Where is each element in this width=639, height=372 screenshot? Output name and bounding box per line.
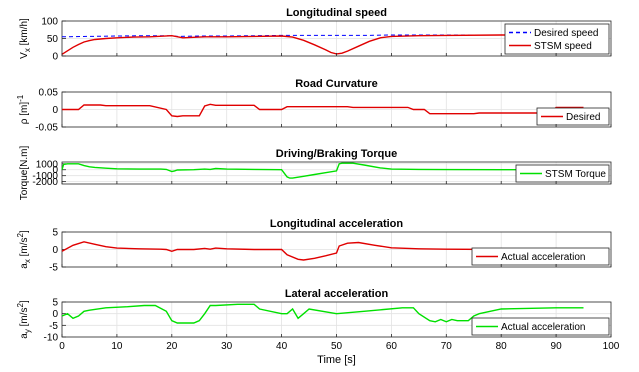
y-axis-label-main: a — [19, 333, 30, 339]
x-tick-label: 0 — [59, 341, 65, 352]
x-tick-label: 30 — [221, 341, 233, 352]
panel-title: Lateral acceleration — [285, 288, 389, 300]
y-tick-label: 0 — [52, 245, 58, 256]
legend-label: Desired — [566, 112, 600, 123]
panel-title: Longitudinal speed — [286, 7, 387, 19]
y-tick-label: 0 — [52, 52, 58, 63]
y-tick-label: 0 — [52, 165, 58, 176]
y-tick-label: -1000 — [32, 171, 58, 182]
y-tick-label: -10 — [44, 333, 59, 344]
y-axis-label-main: Torque[N.m] — [19, 146, 30, 201]
panel-title: Longitudinal acceleration — [270, 218, 404, 230]
y-axis-label: ax [m/s2] — [16, 230, 32, 269]
y-axis-label-unit: [km/h] — [19, 18, 30, 48]
y-axis-label-sub: y — [23, 329, 32, 333]
y-axis-label-sub: x — [23, 259, 32, 263]
legend-box — [471, 247, 610, 266]
panel-2: Road Curvature -0.05 0 0.05 ρ [m]-1 Desired — [16, 78, 612, 134]
x-tick-label: 50 — [331, 341, 343, 352]
panel-4: Longitudinal acceleration -5 0 5 ax [m/s2] Ac… — [16, 218, 612, 274]
x-tick-label: 40 — [276, 341, 288, 352]
y-tick-label: 100 — [41, 17, 58, 28]
y-axis-label: ay [m/s2] — [16, 300, 32, 339]
legend: Actual acceleration — [471, 247, 610, 266]
x-tick-label: 80 — [496, 341, 508, 352]
series-line-1 — [61, 241, 584, 261]
legend: STSM Torque — [515, 164, 610, 183]
legend-label: Actual acceleration — [501, 252, 586, 263]
legend-box — [515, 164, 610, 183]
y-axis-label-unit: [m/s — [19, 238, 30, 260]
x-tick-label: 90 — [551, 341, 563, 352]
y-tick-label: 0 — [52, 309, 58, 320]
x-tick-label: 100 — [603, 341, 620, 352]
y-tick-label: 5 — [52, 228, 58, 239]
y-axis-label-tail: ] — [19, 230, 30, 233]
legend-label: STSM Torque — [545, 169, 606, 180]
x-axis-label: Time [s] — [317, 354, 356, 366]
y-axis-label: Vx [km/h] — [19, 18, 32, 59]
y-tick-label: 50 — [47, 34, 59, 45]
y-axis-label-sup: 2 — [16, 303, 25, 308]
legend-label: STSM speed — [534, 41, 592, 52]
y-axis-label-sub: x — [23, 48, 32, 52]
y-axis-label-sup: 2 — [16, 233, 25, 238]
x-tick-label: 60 — [386, 341, 398, 352]
y-tick-label: -5 — [49, 263, 58, 274]
y-tick-label: 0.05 — [39, 88, 59, 99]
y-axis-label: ρ [m]-1 — [16, 94, 30, 124]
legend-box — [471, 317, 610, 336]
x-tick-label: 70 — [441, 341, 453, 352]
panel-title: Driving/Braking Torque — [276, 148, 397, 160]
panel-1: Longitudinal speed 0 50 100 Vx [km/h] Desired… — [19, 7, 612, 63]
series-line-1 — [61, 303, 584, 324]
legend: Actual acceleration — [471, 317, 610, 336]
legend-box — [504, 23, 610, 55]
y-tick-label: 0 — [52, 105, 58, 116]
y-axis-label-main: a — [19, 263, 30, 269]
legend: Desired speed STSM speed — [504, 23, 610, 55]
y-axis-label-main: ρ [m — [19, 105, 30, 125]
y-axis-label-unit: ] — [19, 102, 30, 105]
y-tick-label: -0.05 — [35, 123, 58, 134]
series-line-1 — [61, 162, 584, 179]
y-axis-label: Torque[N.m] — [19, 146, 30, 201]
y-tick-label: -5 — [49, 321, 58, 332]
panel-title: Road Curvature — [295, 78, 378, 90]
x-tick-label: 10 — [111, 341, 123, 352]
legend: Desired — [536, 107, 610, 126]
y-tick-label: 5 — [52, 298, 58, 309]
series-line-1 — [62, 103, 584, 118]
y-tick-label: -2000 — [32, 177, 58, 188]
series-line-2 — [61, 34, 584, 55]
y-axis-label-unit: [m/s — [19, 308, 30, 330]
legend-label: Actual acceleration — [501, 322, 586, 333]
y-tick-label: 1000 — [36, 159, 59, 170]
y-axis-label-sup: -1 — [16, 94, 25, 102]
y-axis-label-main: V — [19, 52, 30, 59]
legend-box — [536, 107, 610, 126]
x-tick-label: 20 — [166, 341, 178, 352]
legend-label: Desired speed — [534, 28, 598, 39]
y-axis-label-tail: ] — [19, 300, 30, 303]
